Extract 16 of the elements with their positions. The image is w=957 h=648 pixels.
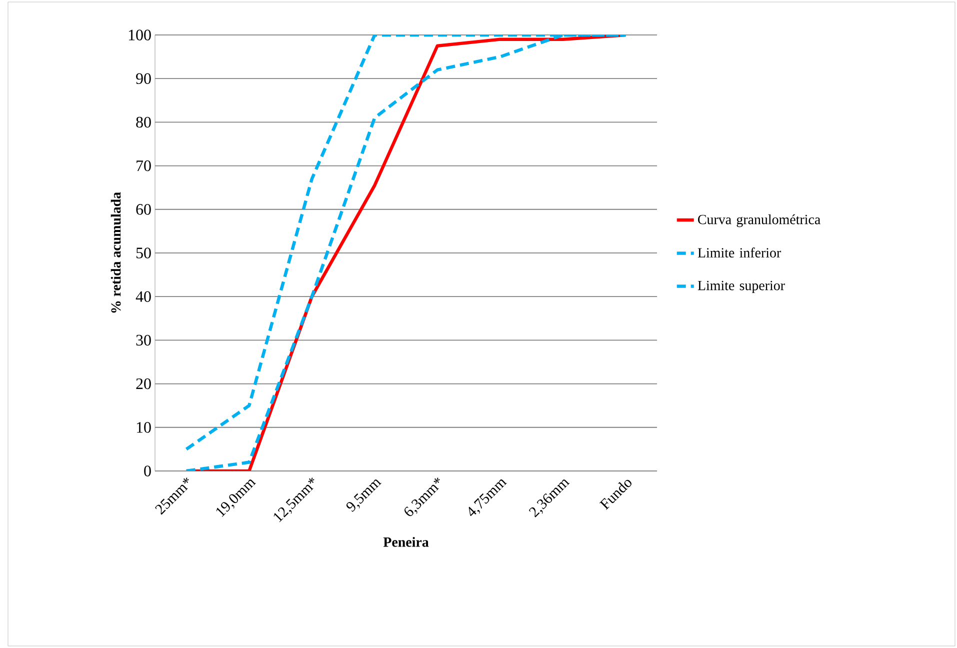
y-tick-label: 80: [136, 116, 151, 128]
y-tick-label: 10: [136, 422, 151, 433]
y-tick-label: 60: [136, 204, 151, 215]
x-axis-title: Peneira: [383, 537, 429, 547]
y-tick-label: 30: [136, 334, 151, 346]
y-tick-label: 0: [144, 466, 151, 476]
legend-label: Curva granulométrica: [698, 214, 820, 228]
legend-label: Limite superior: [698, 280, 785, 294]
y-tick-label: 50: [136, 248, 151, 258]
y-tick-label: 90: [136, 73, 151, 84]
legend-label: Limite inferior: [698, 248, 782, 258]
y-axis-title: % retida acumulada: [110, 192, 121, 313]
y-tick-label: 20: [136, 378, 151, 390]
y-tick-label: 40: [136, 291, 151, 302]
y-tick-label: 100: [128, 30, 151, 40]
y-tick-label: 70: [136, 160, 151, 172]
